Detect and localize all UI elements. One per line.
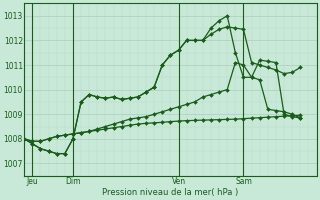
X-axis label: Pression niveau de la mer( hPa ): Pression niveau de la mer( hPa ) xyxy=(102,188,238,197)
